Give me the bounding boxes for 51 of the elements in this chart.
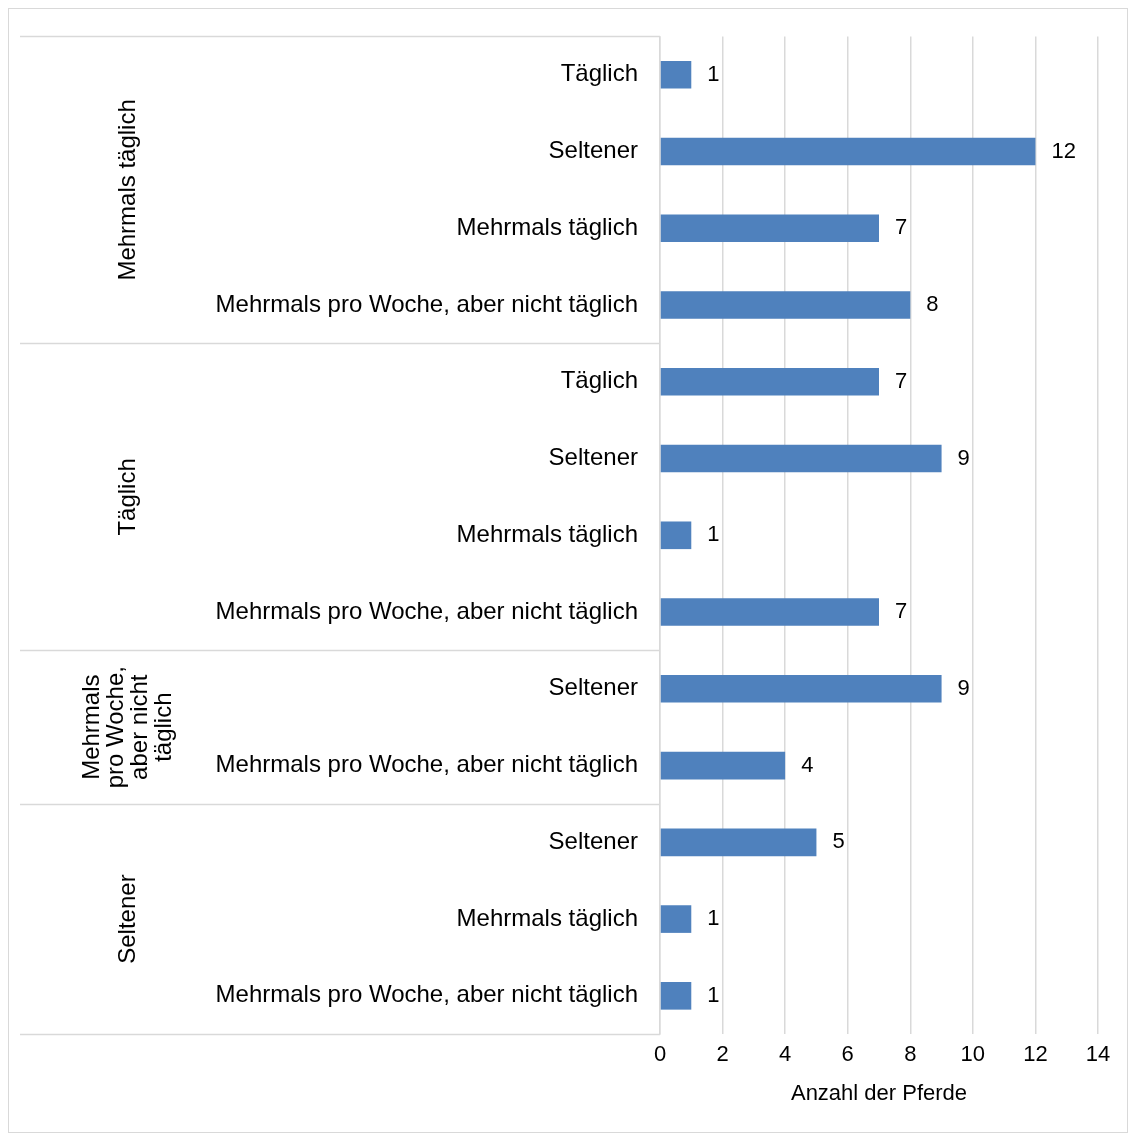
bar [660,521,692,550]
data-label: 12 [1051,137,1076,163]
y-tick-label: Seltener [548,443,639,471]
data-label: 9 [957,674,970,700]
bar [660,674,942,703]
y-tick-label: Mehrmals pro Woche, aber nicht täglich [215,980,638,1008]
x-tick-label: 10 [960,1041,986,1067]
y-tick-label: Seltener [548,673,639,701]
text: Seltener [112,874,140,964]
bar [660,367,879,396]
data-label: 5 [832,828,845,854]
x-tick-label: 2 [716,1041,729,1067]
data-label: 9 [957,444,970,470]
x-tick-label: 14 [1085,1041,1111,1067]
text: Mehrmals pro Woche, aber nicht täglich [76,666,176,789]
bar [660,291,911,319]
bar [660,905,692,933]
data-label: 7 [895,598,908,624]
data-label: 4 [801,751,814,777]
bar [660,214,879,243]
x-tick-label: 12 [1023,1041,1048,1067]
bar [660,751,786,780]
y-tick-label: Mehrmals pro Woche, aber nicht täglich [215,596,638,624]
y-tick-label: Mehrmals täglich [456,519,638,547]
data-label: 7 [895,214,908,240]
bar [660,444,942,473]
x-tick-label: 4 [779,1041,792,1067]
y-tick-label: Mehrmals täglich [456,903,638,931]
data-label: 7 [895,367,908,393]
text: Täglich [112,458,140,536]
data-label: 8 [926,291,939,317]
y-tick-label: Mehrmals pro Woche, aber nicht täglich [215,289,638,317]
bar [660,60,692,89]
y-tick-label: Seltener [548,826,639,854]
x-tick-label: 6 [841,1041,854,1067]
bar [660,828,817,857]
y-tick-label: Mehrmals pro Woche, aber nicht täglich [215,750,638,778]
x-tick-label: 8 [904,1041,917,1067]
y-tick-label: Mehrmals täglich [456,212,638,240]
data-label: 1 [707,521,720,547]
bar [660,598,879,626]
x-tick-label: 0 [653,1041,667,1067]
y-tick-label: Täglich [560,59,638,87]
bar [660,982,692,1010]
data-label: 1 [707,905,720,931]
data-label: 1 [707,981,720,1007]
y-tick-label: Täglich [560,366,638,394]
y-tick-label: Seltener [548,136,639,164]
bar [660,137,1036,166]
x-axis-title: Anzahl der Pferde [790,1079,968,1105]
data-label: 1 [707,60,720,86]
